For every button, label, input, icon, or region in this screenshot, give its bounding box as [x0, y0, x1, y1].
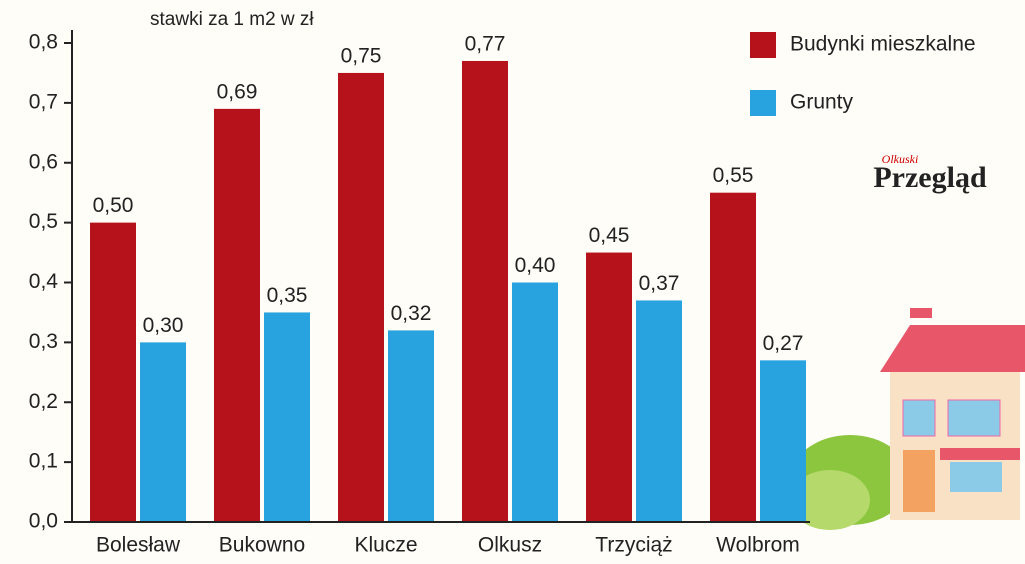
- value-label: 0,50: [93, 194, 134, 217]
- bar: [462, 60, 508, 523]
- y-tick-label: 0,2: [29, 390, 58, 413]
- y-tick-label: 0,4: [29, 270, 59, 293]
- bar: [214, 108, 260, 523]
- y-tick-label: 0,5: [29, 210, 58, 233]
- value-label: 0,32: [391, 302, 432, 325]
- chart-title: stawki za 1 m2 w zł: [150, 9, 314, 30]
- legend-swatch: [750, 32, 776, 58]
- bar: [264, 312, 310, 522]
- legend-swatch: [750, 90, 776, 116]
- logo-main: Przegląd: [873, 161, 987, 194]
- logo-small: Olkuski: [882, 152, 919, 166]
- x-tick-label: Wolbrom: [716, 534, 800, 557]
- value-label: 0,27: [763, 332, 804, 355]
- bar: [760, 360, 806, 522]
- bar: [710, 192, 756, 522]
- legend-label: Budynki mieszkalne: [790, 33, 976, 56]
- x-tick-label: Olkusz: [478, 534, 542, 557]
- y-tick-label: 0,0: [29, 510, 58, 533]
- x-tick-label: Bukowno: [219, 534, 305, 557]
- value-label: 0,40: [515, 254, 556, 277]
- bar: [388, 330, 434, 522]
- y-tick-label: 0,7: [29, 90, 58, 113]
- value-label: 0,75: [341, 44, 382, 67]
- value-label: 0,45: [589, 224, 630, 247]
- value-label: 0,77: [465, 33, 506, 56]
- value-label: 0,30: [143, 314, 184, 337]
- bar: [586, 252, 632, 522]
- bar: [338, 72, 384, 522]
- value-label: 0,37: [639, 272, 680, 295]
- y-tick-label: 0,1: [29, 450, 58, 473]
- bar: [512, 282, 558, 522]
- bar: [140, 342, 186, 522]
- value-label: 0,35: [267, 284, 308, 307]
- x-tick-label: Trzyciąż: [595, 534, 672, 557]
- y-tick-label: 0,6: [29, 150, 58, 173]
- x-tick-label: Bolesław: [96, 534, 181, 557]
- value-label: 0,55: [713, 164, 754, 187]
- y-tick-label: 0,3: [29, 330, 58, 353]
- bar: [90, 222, 136, 522]
- value-label: 0,69: [217, 80, 258, 103]
- legend-label: Grunty: [790, 91, 854, 114]
- house-illustration: [790, 308, 1025, 530]
- y-tick-label: 0,8: [29, 31, 58, 54]
- x-tick-label: Klucze: [354, 534, 417, 557]
- bar: [636, 300, 682, 522]
